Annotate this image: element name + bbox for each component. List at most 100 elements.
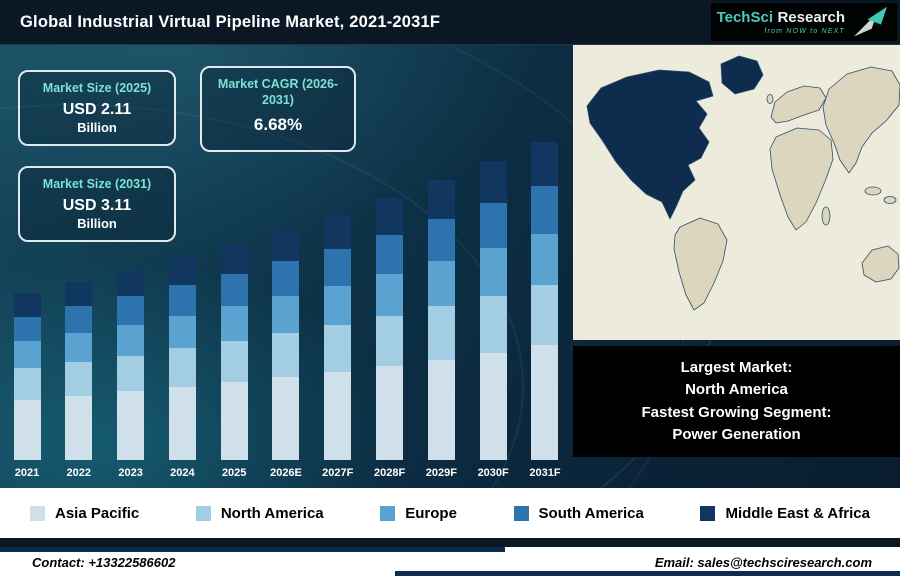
bar-segment-asia-pacific xyxy=(117,391,145,460)
region-madagascar xyxy=(821,206,831,226)
bar-segment-north-america xyxy=(376,315,404,366)
footer-accent-right xyxy=(395,571,900,576)
bar-chart-plot: 2021 2022 2023 2024 2025 2026E 2027F 2028F 2029F… xyxy=(6,122,566,479)
bar-column-2027F: 2027F xyxy=(317,122,359,479)
bar-segment-north-america xyxy=(168,348,196,388)
bar-column-2021: 2021 xyxy=(6,122,48,479)
bar-segment-middle-east-africa xyxy=(376,197,404,235)
bar-segment-asia-pacific xyxy=(13,399,41,460)
region-greenland xyxy=(720,55,764,95)
bar-segment-south-america xyxy=(479,203,507,249)
legend-item-europe: Europe xyxy=(380,505,457,522)
region-british-isles xyxy=(766,94,774,104)
bar-segment-middle-east-africa xyxy=(531,141,559,186)
bar-segment-south-america xyxy=(168,284,196,316)
bar-stack xyxy=(272,122,300,460)
x-axis-label: 2029F xyxy=(425,467,457,479)
market-size-2031-card: Market Size (2031) USD 3.11 Billion xyxy=(18,166,176,242)
bar-segment-europe xyxy=(427,261,455,307)
legend-swatch xyxy=(30,505,45,521)
bar-segment-south-america xyxy=(376,234,404,274)
bar-segment-europe xyxy=(13,341,41,368)
region-south-america xyxy=(673,217,728,311)
x-axis-label: 2023 xyxy=(118,467,143,479)
bar-segment-europe xyxy=(220,306,248,342)
bar-segment-europe xyxy=(479,248,507,297)
bar-column-2029F: 2029F xyxy=(420,122,462,479)
bar-segment-north-america xyxy=(65,361,93,396)
bar-segment-south-america xyxy=(531,185,559,234)
bar-stack xyxy=(427,122,455,460)
legend-swatch xyxy=(513,505,529,521)
bar-segment-middle-east-africa xyxy=(272,229,300,262)
card-unit: Billion xyxy=(77,215,117,231)
bar-segment-asia-pacific xyxy=(427,359,455,460)
legend-item-middle-east-africa: Middle East & Africa xyxy=(700,504,870,522)
region-southeast-asia-islands xyxy=(883,196,897,204)
bar-segment-middle-east-africa xyxy=(427,180,455,220)
bar-segment-europe xyxy=(117,324,145,356)
market-cagr-card: Market CAGR (2026-2031) 6.68% xyxy=(200,66,356,152)
bar-segment-middle-east-africa xyxy=(65,281,93,307)
bar-segment-asia-pacific xyxy=(168,387,196,460)
bar-segment-north-america xyxy=(117,355,145,392)
world-map-panel xyxy=(573,44,900,340)
bar-segment-north-america xyxy=(479,296,507,353)
bar-column-2025: 2025 xyxy=(213,122,255,479)
bar-segment-middle-east-africa xyxy=(168,256,196,285)
x-axis-label: 2024 xyxy=(170,467,195,479)
bar-column-2030F: 2030F xyxy=(472,122,514,479)
logo-tagline: from NOW to NEXT xyxy=(764,28,845,35)
bar-column-2031F: 2031F xyxy=(524,122,566,479)
bar-column-2026E: 2026E xyxy=(265,122,307,479)
bar-segment-europe xyxy=(65,333,93,362)
card-unit: Billion xyxy=(77,119,117,135)
legend-swatch xyxy=(195,505,211,521)
logo-text: TechSci Research from NOW to NEXT xyxy=(717,9,845,35)
bar-segment-middle-east-africa xyxy=(479,161,507,204)
bar-segment-south-america xyxy=(427,219,455,262)
bar-segment-middle-east-africa xyxy=(13,293,41,317)
bar-segment-north-america xyxy=(220,341,248,383)
bar-segment-north-america xyxy=(13,367,41,400)
header: Global Industrial Virtual Pipeline Marke… xyxy=(0,0,900,45)
x-axis-label: 2028F xyxy=(373,467,406,479)
bar-segment-north-america xyxy=(272,333,300,377)
legend-item-asia-pacific: Asia Pacific xyxy=(30,505,139,522)
region-africa xyxy=(769,127,834,231)
techsci-logo: TechSci Research from NOW to NEXT xyxy=(711,3,897,41)
logo-brand-secondary: Research xyxy=(777,9,845,26)
legend-swatch xyxy=(380,505,396,521)
bar-segment-asia-pacific xyxy=(220,382,248,460)
bar-stack xyxy=(13,122,41,460)
legend-label: Europe xyxy=(405,504,457,522)
logo-brand: TechSci Research xyxy=(717,9,845,27)
bar-segment-asia-pacific xyxy=(65,395,93,460)
bar-segment-asia-pacific xyxy=(324,371,352,460)
legend-label: Middle East & Africa xyxy=(725,504,870,522)
callout-line: Fastest Growing Segment: xyxy=(641,403,832,421)
bar-segment-south-america xyxy=(272,261,300,297)
bar-segment-europe xyxy=(324,285,352,325)
bar-segment-europe xyxy=(376,273,404,316)
market-size-2025-card: Market Size (2025) USD 2.11 Billion xyxy=(18,70,176,146)
legend-item-north-america: North America xyxy=(195,505,324,522)
x-axis-label: 2025 xyxy=(221,467,247,479)
region-southeast-asia-islands xyxy=(864,186,882,196)
x-axis-label: 2027F xyxy=(322,467,354,479)
bar-segment-asia-pacific xyxy=(376,365,404,460)
card-value: 6.68% xyxy=(253,115,303,135)
region-asia xyxy=(822,66,900,174)
main-area: Market Size (2025) USD 2.11 Billion Mark… xyxy=(0,44,900,488)
x-axis-label: 2022 xyxy=(66,467,92,479)
bar-segment-middle-east-africa xyxy=(220,243,248,274)
bar-segment-middle-east-africa xyxy=(117,269,145,297)
bar-stack xyxy=(117,122,145,460)
logo-brand-primary: TechSci xyxy=(716,9,773,26)
footer: Contact: +13322586602 Email: sales@techs… xyxy=(0,547,900,576)
bar-segment-north-america xyxy=(531,284,559,346)
bar-stack xyxy=(479,122,507,460)
bar-stack xyxy=(324,122,352,460)
callout-line: North America xyxy=(685,381,788,398)
